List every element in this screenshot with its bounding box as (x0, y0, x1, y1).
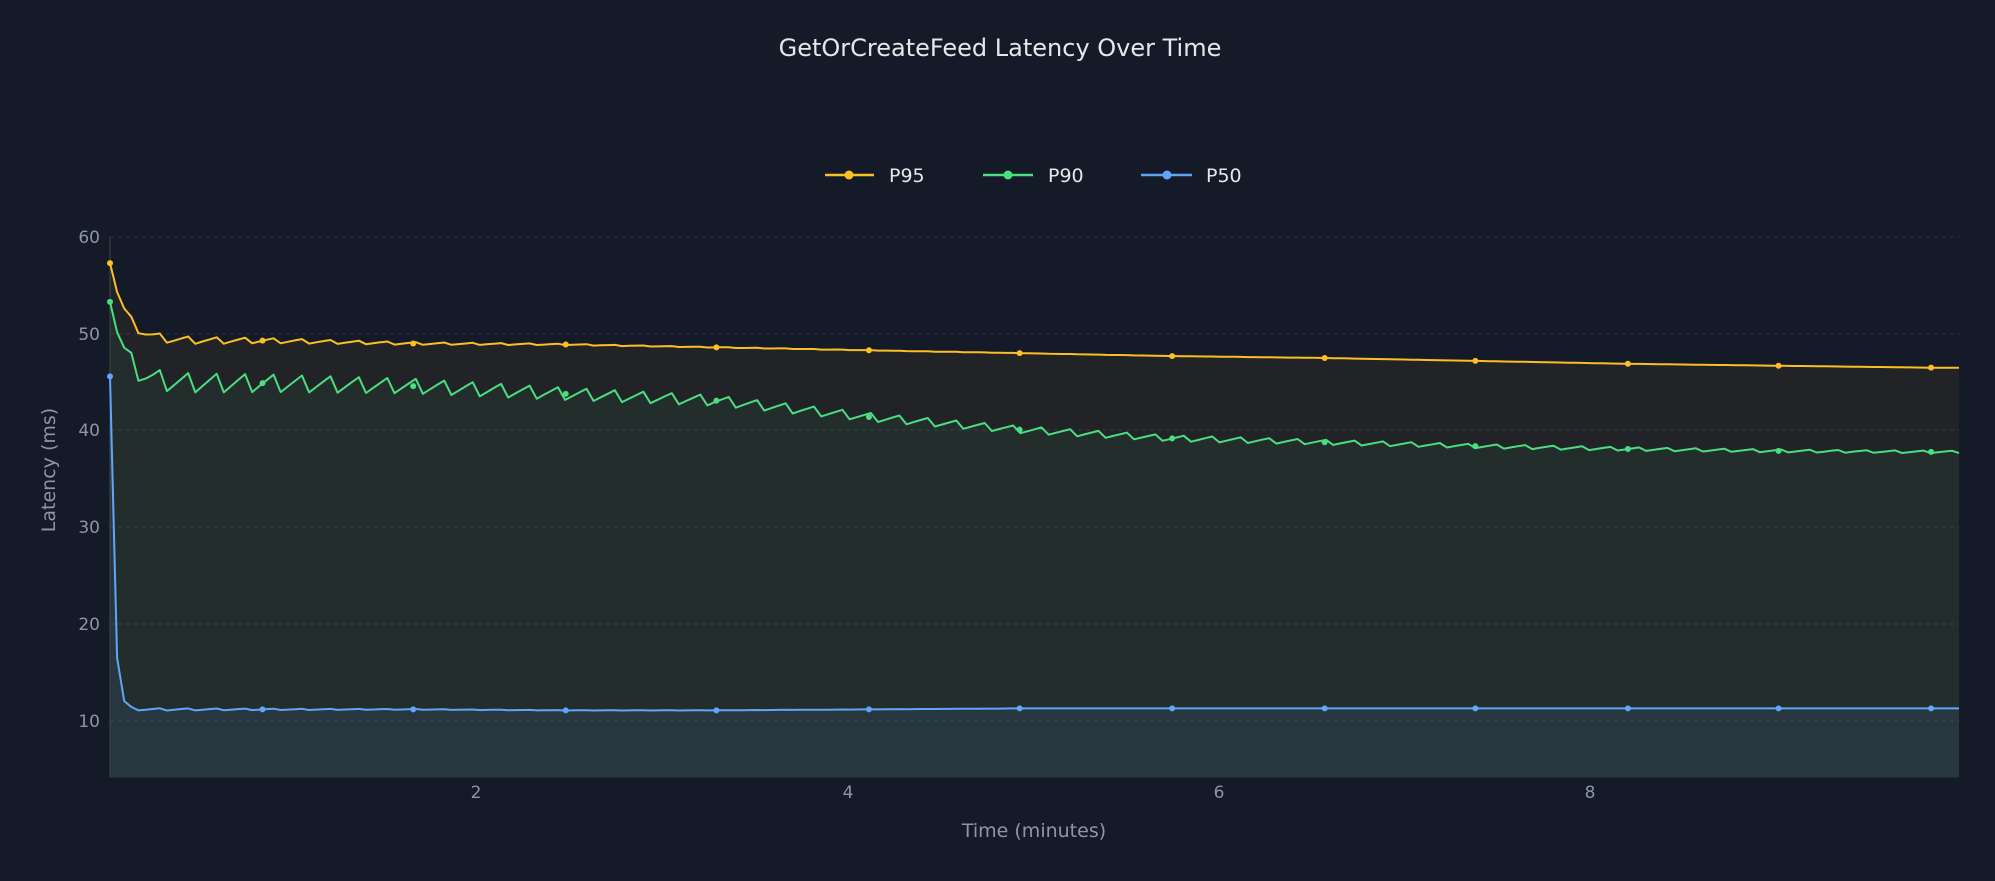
p50-marker-icon (1162, 170, 1172, 180)
legend-item-p95[interactable]: P95 (825, 165, 925, 187)
p90-data-point[interactable] (1775, 447, 1782, 454)
p95-data-point[interactable] (1472, 357, 1479, 364)
p50-data-point[interactable] (1472, 705, 1479, 712)
p95-data-point[interactable] (1016, 350, 1023, 357)
y-tick-50: 50 (78, 325, 100, 345)
p50-data-point[interactable] (1775, 705, 1782, 712)
chart-title: GetOrCreateFeed Latency Over Time (779, 34, 1222, 62)
p90-data-point[interactable] (1624, 445, 1631, 452)
p50-data-point[interactable] (1928, 705, 1935, 712)
legend: P95 P90 P50 (825, 165, 1242, 187)
legend-item-p90[interactable]: P90 (983, 165, 1084, 187)
p90-data-point[interactable] (107, 298, 113, 305)
p50-data-point[interactable] (1321, 705, 1328, 712)
x-axis-ticks: 2 4 6 8 (471, 783, 1596, 803)
y-axis-label: Latency (ms) (38, 408, 60, 532)
p90-data-point[interactable] (562, 390, 569, 397)
p50-data-point[interactable] (259, 706, 266, 713)
p90-data-point[interactable] (1169, 435, 1176, 442)
area-fills (110, 263, 1959, 779)
legend-label-p90: P90 (1048, 165, 1084, 187)
p90-data-point[interactable] (410, 383, 417, 390)
p95-data-point[interactable] (107, 260, 113, 267)
p90-data-point[interactable] (259, 380, 266, 387)
x-tick-8: 8 (1585, 783, 1596, 803)
p95-data-point[interactable] (1775, 362, 1782, 369)
p50-line (109, 376, 1959, 712)
p90-data-point[interactable] (865, 414, 872, 421)
p95-data-point[interactable] (865, 347, 872, 354)
legend-label-p50: P50 (1206, 165, 1242, 187)
legend-label-p95: P95 (889, 165, 925, 187)
p95-data-point[interactable] (1169, 353, 1176, 360)
x-tick-6: 6 (1214, 783, 1225, 803)
p95-data-point[interactable] (1928, 364, 1935, 371)
p90-data-point[interactable] (1472, 443, 1479, 450)
p50-data-point[interactable] (713, 707, 720, 714)
x-axis-label: Time (minutes) (961, 820, 1106, 842)
y-tick-60: 60 (78, 228, 100, 248)
y-tick-30: 30 (78, 518, 100, 538)
p95-data-point[interactable] (562, 341, 569, 348)
x-tick-4: 4 (843, 783, 854, 803)
y-tick-20: 20 (78, 615, 100, 635)
y-tick-10: 10 (78, 712, 100, 732)
p50-data-point[interactable] (865, 706, 872, 713)
p95-line (109, 262, 1959, 369)
p90-marker-icon (1003, 170, 1013, 180)
p95-data-point[interactable] (259, 337, 266, 344)
p90-data-point[interactable] (1928, 448, 1935, 455)
p90-data-point[interactable] (1321, 439, 1328, 446)
p50-data-point[interactable] (410, 706, 417, 713)
p50-data-point[interactable] (562, 707, 569, 714)
x-tick-2: 2 (471, 783, 482, 803)
p50-data-point[interactable] (1169, 705, 1176, 712)
p50-data-point[interactable] (107, 373, 113, 380)
p95-data-point[interactable] (410, 340, 417, 347)
y-axis-ticks: 60 50 40 30 20 10 (78, 228, 100, 732)
legend-item-p50[interactable]: P50 (1141, 165, 1242, 187)
p95-data-point[interactable] (1321, 355, 1328, 361)
p90-data-point[interactable] (713, 397, 720, 404)
y-tick-40: 40 (78, 421, 100, 441)
p95-data-point[interactable] (713, 344, 720, 351)
p50-data-point[interactable] (1016, 705, 1023, 712)
p95-data-point[interactable] (1624, 360, 1631, 367)
p90-line (109, 301, 1960, 455)
p95-marker-icon (844, 170, 854, 180)
p90-data-point[interactable] (1016, 426, 1023, 433)
data-point-markers (107, 260, 1935, 714)
p50-data-point[interactable] (1624, 705, 1631, 712)
